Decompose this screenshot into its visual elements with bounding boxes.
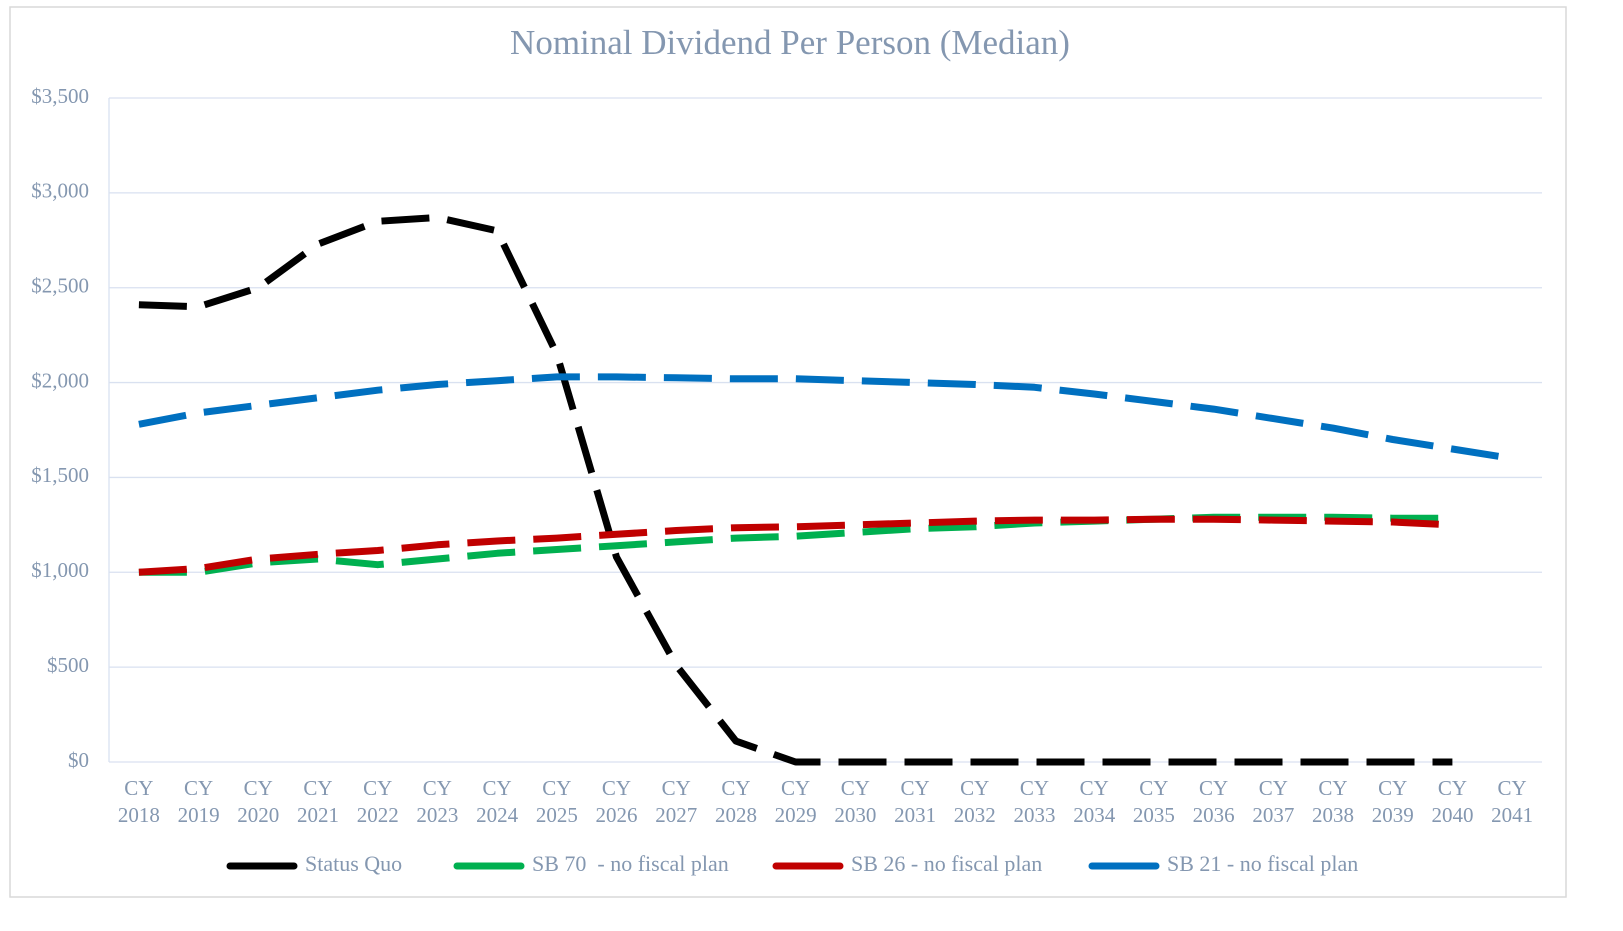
series-line bbox=[138, 373, 1513, 462]
x-tick-label: CY 2041 bbox=[1491, 776, 1534, 827]
y-tick-label: $500 bbox=[47, 653, 89, 677]
x-tick-label: CY 2038 bbox=[1312, 776, 1355, 827]
x-tick-label: CY 2028 bbox=[714, 776, 757, 827]
series-line bbox=[138, 513, 1453, 576]
x-tick-label: CY 2030 bbox=[834, 776, 877, 827]
y-tick-label: $2,000 bbox=[31, 368, 89, 392]
x-tick-label: CY 2027 bbox=[655, 776, 698, 827]
legend-label: SB 21 - no fiscal plan bbox=[1167, 851, 1358, 876]
x-tick-label: CY 2031 bbox=[894, 776, 937, 827]
x-tick-label: CY 2023 bbox=[416, 776, 459, 827]
x-tick-label: CY 2022 bbox=[356, 776, 399, 827]
x-tick-label: CY 2033 bbox=[1013, 776, 1056, 827]
legend-label: Status Quo bbox=[305, 851, 402, 876]
y-tick-label: $3,000 bbox=[31, 179, 89, 203]
series-line bbox=[138, 214, 1453, 766]
x-tick-label: CY 2026 bbox=[595, 776, 638, 827]
chart-border bbox=[9, 6, 1567, 898]
x-tick-label: CY 2018 bbox=[117, 776, 160, 827]
chart-title: Nominal Dividend Per Person (Median) bbox=[510, 23, 1070, 62]
series-line bbox=[138, 515, 1453, 576]
x-tick-label: CY 2024 bbox=[476, 776, 519, 827]
x-tick-label: CY 2019 bbox=[177, 776, 220, 827]
x-tick-label: CY 2037 bbox=[1252, 776, 1295, 827]
y-tick-label: $2,500 bbox=[31, 274, 89, 298]
y-tick-label: $0 bbox=[68, 748, 89, 772]
y-tick-label: $1,500 bbox=[31, 463, 89, 487]
legend-label: SB 26 - no fiscal plan bbox=[851, 851, 1042, 876]
x-tick-label: CY 2029 bbox=[774, 776, 817, 827]
y-tick-label: $1,000 bbox=[31, 558, 89, 582]
x-tick-label: CY 2032 bbox=[953, 776, 996, 827]
x-tick-label: CY 2039 bbox=[1371, 776, 1414, 827]
x-tick-label: CY 2034 bbox=[1073, 776, 1116, 827]
legend-label: SB 70 - no fiscal plan bbox=[532, 851, 729, 876]
x-tick-label: CY 2036 bbox=[1192, 776, 1235, 827]
x-tick-label: CY 2040 bbox=[1431, 776, 1474, 827]
x-tick-label: CY 2035 bbox=[1132, 776, 1175, 827]
x-tick-label: CY 2025 bbox=[535, 776, 578, 827]
x-tick-label: CY 2020 bbox=[237, 776, 280, 827]
x-tick-label: CY 2021 bbox=[296, 776, 339, 827]
y-tick-label: $3,500 bbox=[31, 84, 89, 108]
